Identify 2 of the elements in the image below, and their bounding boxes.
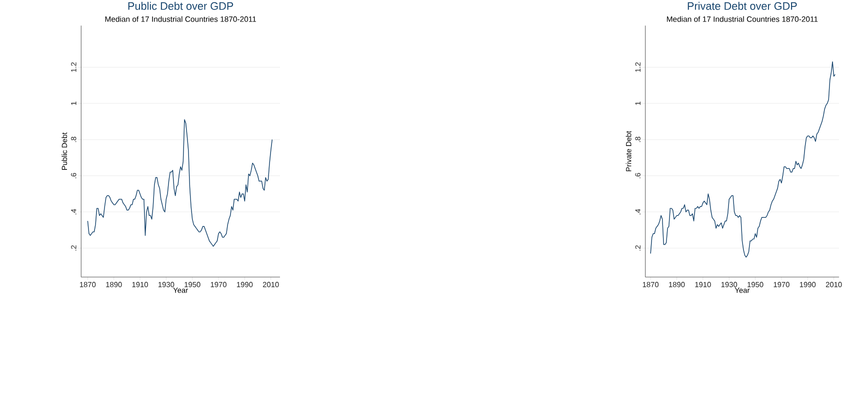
chart-title: Private Debt over GDP xyxy=(688,2,797,10)
chart-title: Public Debt over GDP xyxy=(128,2,234,10)
